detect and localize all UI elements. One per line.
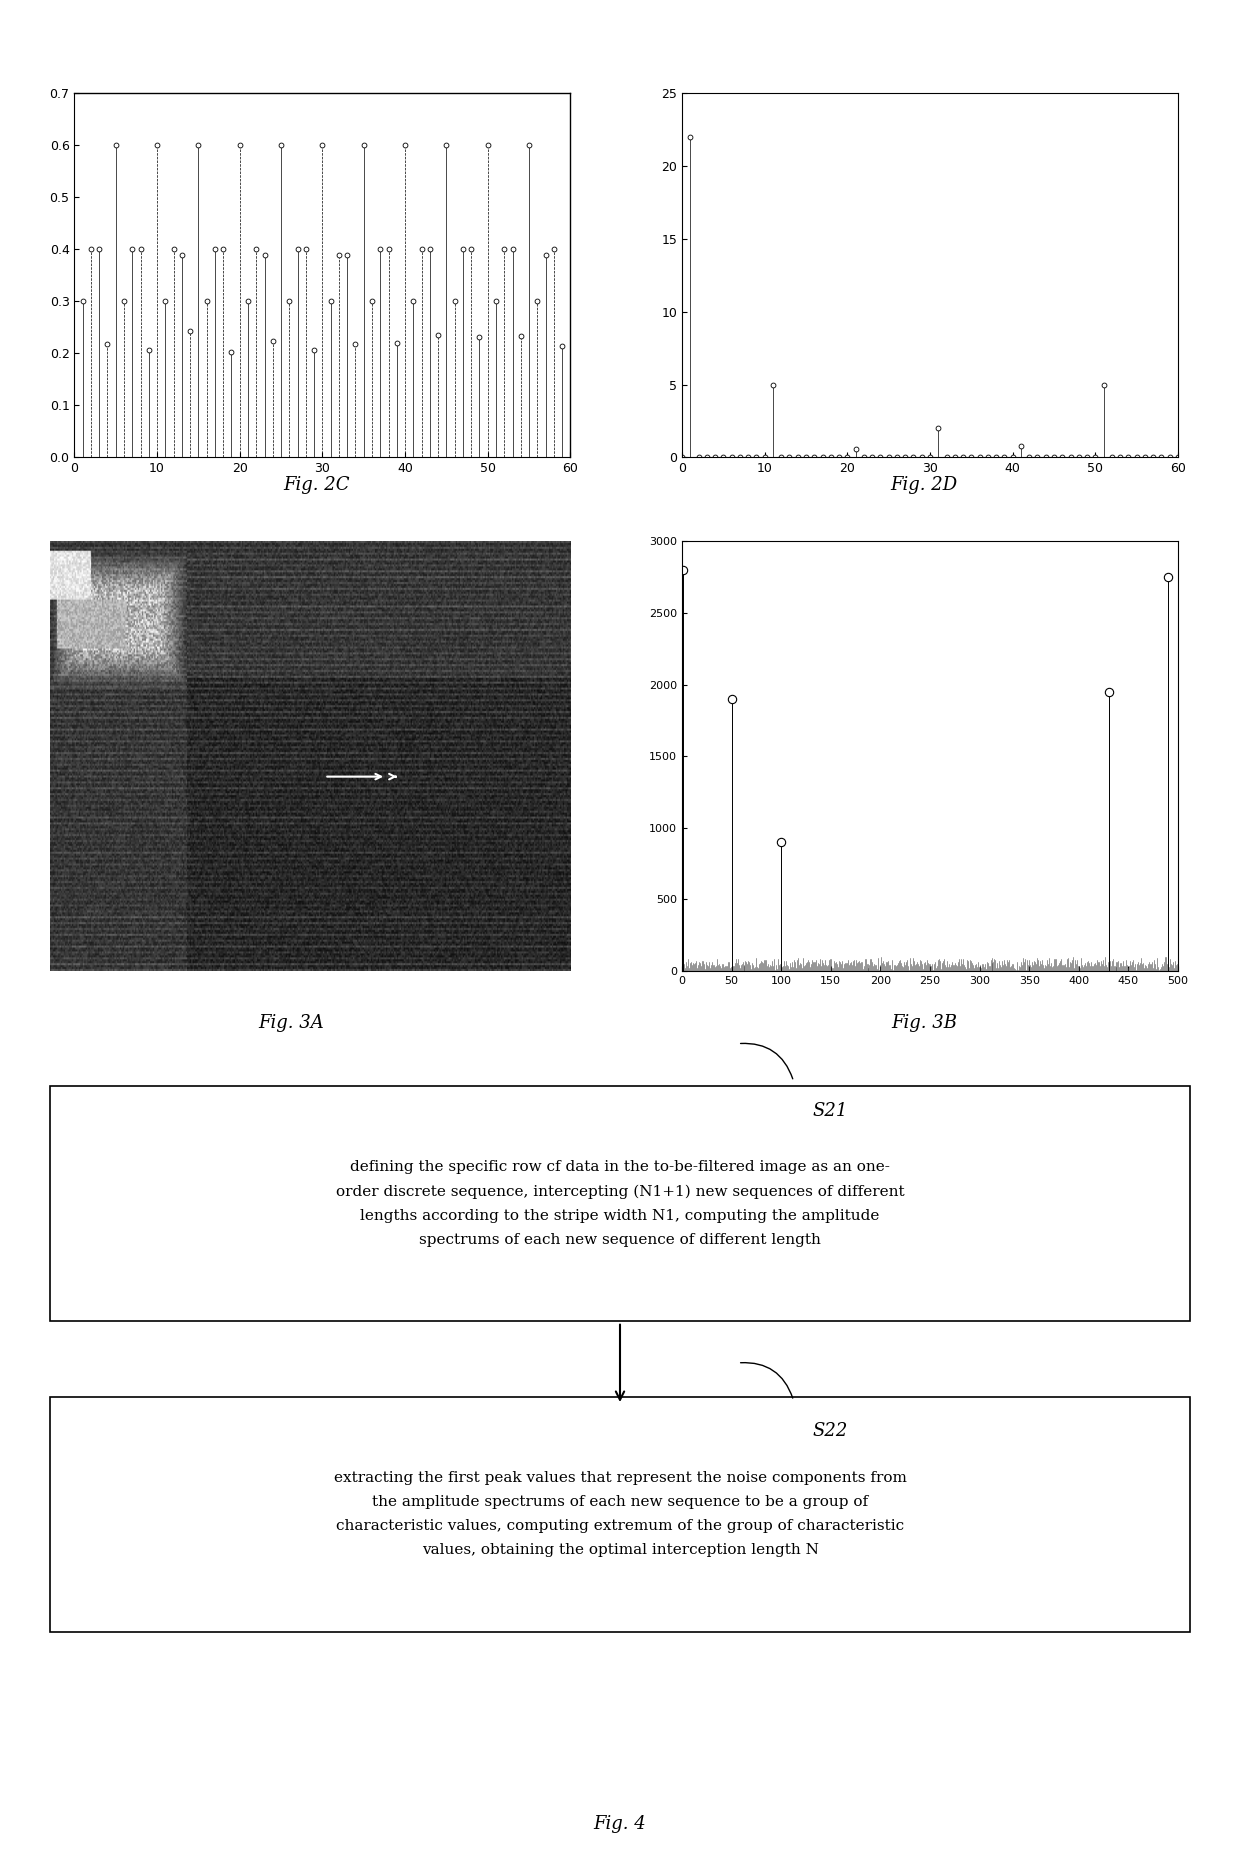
Text: extracting the first peak values that represent the noise components from
the am: extracting the first peak values that re… [334,1471,906,1557]
Text: defining the specific row cf data in the to-be-filtered image as an one-
order d: defining the specific row cf data in the… [336,1159,904,1247]
Text: Fig. 3B: Fig. 3B [890,1014,957,1032]
Text: S22: S22 [812,1423,848,1439]
Text: Fig. 2C: Fig. 2C [283,476,350,495]
Text: S21: S21 [812,1102,848,1120]
Text: Fig. 2D: Fig. 2D [890,476,957,495]
FancyBboxPatch shape [50,1397,1190,1632]
Text: Fig. 3A: Fig. 3A [258,1014,325,1032]
FancyBboxPatch shape [50,1085,1190,1322]
Text: Fig. 4: Fig. 4 [594,1815,646,1833]
